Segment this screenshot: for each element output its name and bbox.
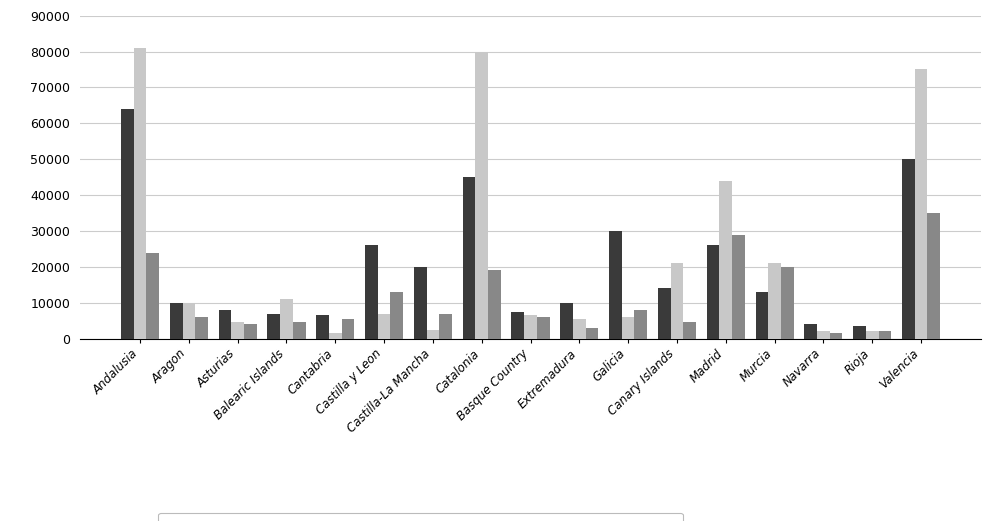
Bar xyxy=(853,326,866,339)
Bar xyxy=(622,317,635,339)
Bar xyxy=(244,324,256,339)
Bar xyxy=(439,314,451,339)
Bar xyxy=(756,292,768,339)
Bar xyxy=(525,315,537,339)
Bar xyxy=(293,322,305,339)
Bar xyxy=(732,234,745,339)
Bar xyxy=(146,253,159,339)
Bar xyxy=(879,331,891,339)
Bar xyxy=(462,177,475,339)
Bar xyxy=(927,213,940,339)
Bar xyxy=(830,333,843,339)
Bar xyxy=(781,267,794,339)
Bar xyxy=(182,303,195,339)
Bar xyxy=(280,299,293,339)
Legend: Empty dwellings x10 (2011), Mortgage forclosers (2008-2012), Housing Eviction Ve: Empty dwellings x10 (2011), Mortgage for… xyxy=(158,513,683,521)
Bar xyxy=(377,314,390,339)
Bar xyxy=(573,319,586,339)
Bar xyxy=(170,303,182,339)
Bar xyxy=(365,245,377,339)
Bar xyxy=(561,303,573,339)
Bar xyxy=(658,289,671,339)
Bar xyxy=(720,181,732,339)
Bar xyxy=(610,231,622,339)
Bar xyxy=(805,324,817,339)
Bar xyxy=(267,314,280,339)
Bar xyxy=(341,319,354,339)
Bar xyxy=(915,69,927,339)
Bar xyxy=(488,270,500,339)
Bar xyxy=(768,263,781,339)
Bar xyxy=(512,312,525,339)
Bar xyxy=(902,159,915,339)
Bar xyxy=(231,322,244,339)
Bar xyxy=(866,331,879,339)
Bar xyxy=(329,333,341,339)
Bar xyxy=(537,317,550,339)
Bar xyxy=(684,322,696,339)
Bar xyxy=(475,52,488,339)
Bar xyxy=(671,263,684,339)
Bar xyxy=(134,48,146,339)
Bar xyxy=(121,109,134,339)
Bar xyxy=(426,330,439,339)
Bar xyxy=(195,317,208,339)
Bar xyxy=(218,310,231,339)
Bar xyxy=(390,292,403,339)
Bar xyxy=(817,331,830,339)
Bar xyxy=(413,267,426,339)
Bar xyxy=(707,245,720,339)
Bar xyxy=(586,328,599,339)
Bar xyxy=(635,310,648,339)
Bar xyxy=(316,315,329,339)
